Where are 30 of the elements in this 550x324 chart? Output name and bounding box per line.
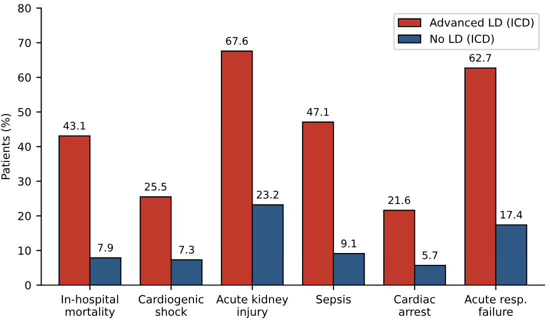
data-label: 62.7 [470, 54, 492, 62]
y-tick-label: 30 [18, 177, 31, 186]
legend-label: No LD (ICD) [430, 34, 494, 44]
data-label: 5.7 [422, 251, 438, 260]
data-label: 25.5 [144, 182, 166, 191]
legend-label: Advanced LD (ICD) [430, 18, 534, 28]
x-tick-label: Cardiogenic shock [138, 294, 204, 316]
y-tick-label: 60 [18, 73, 31, 82]
data-label: 21.6 [388, 196, 410, 204]
y-tick-label: 20 [18, 212, 31, 220]
y-tick-label: 70 [18, 38, 31, 48]
data-label: 47.1 [306, 108, 329, 116]
x-tick-label: Cardiac arrest [394, 294, 435, 316]
data-label: 7.3 [179, 246, 194, 254]
data-label: 7.9 [98, 244, 113, 252]
data-label: 17.4 [500, 210, 522, 219]
data-label: 67.6 [226, 36, 248, 45]
y-axis-title: Patients (%) [1, 114, 11, 180]
y-tick-label: 10 [18, 246, 31, 255]
y-tick-label: 0 [25, 281, 31, 290]
data-label: 9.1 [341, 240, 356, 248]
x-tick-label: Acute resp. failure [464, 295, 526, 316]
x-tick-label: In-hospital mortality [62, 294, 118, 318]
data-label: 23.2 [256, 190, 278, 199]
y-tick-label: 80 [18, 4, 31, 12]
y-tick-label: 40 [18, 142, 31, 151]
data-label: 43.1 [63, 122, 86, 130]
y-tick-label: 50 [18, 108, 31, 116]
x-tick-label: Sepsis [316, 294, 351, 306]
x-tick-label: Acute kidney injury [216, 294, 288, 318]
